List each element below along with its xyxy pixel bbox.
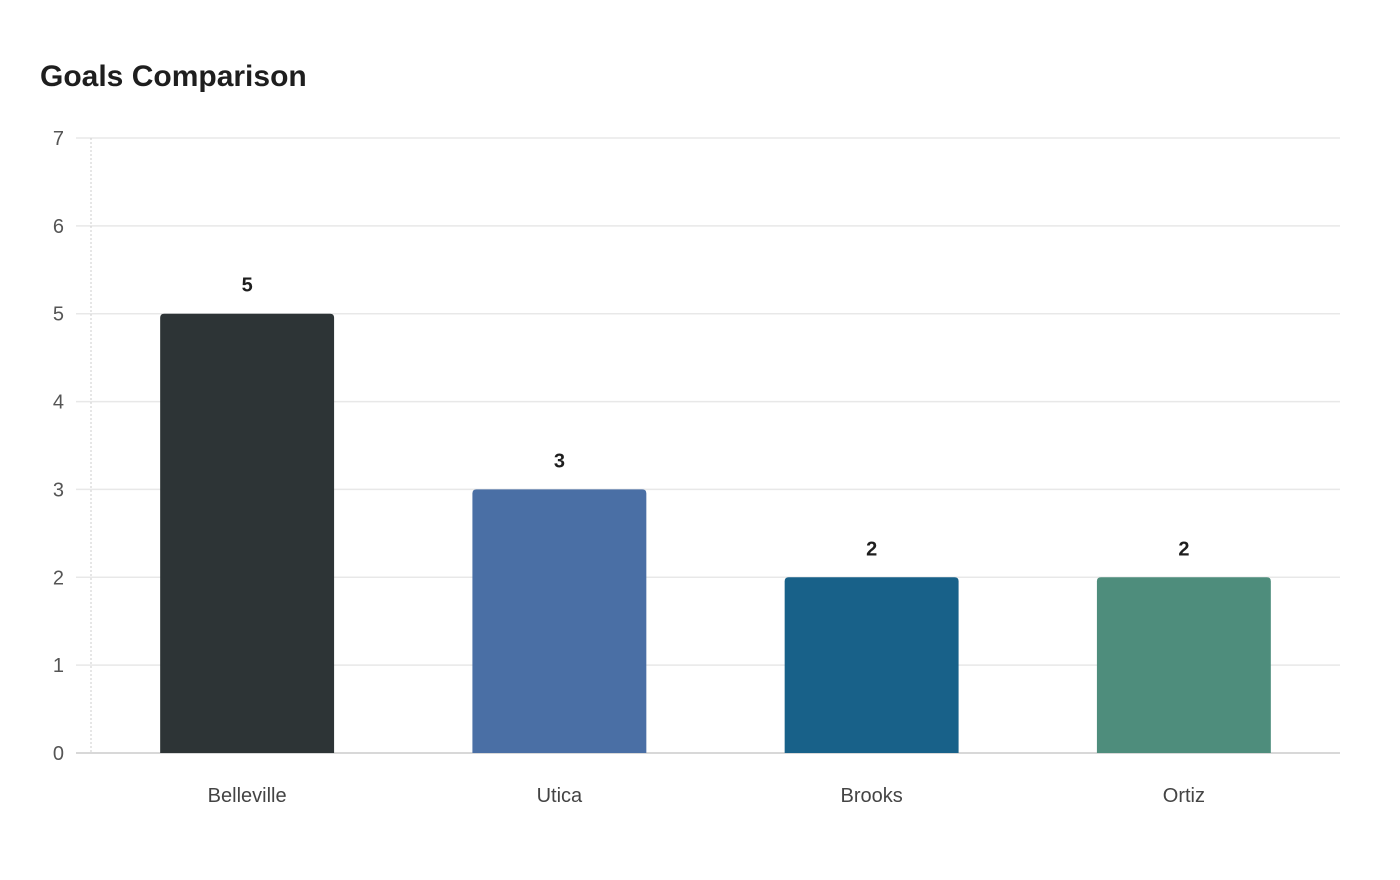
x-tick-label: Ortiz [1163, 785, 1205, 807]
y-tick-label: 3 [53, 479, 64, 501]
bar-utica [472, 489, 647, 753]
y-tick-label: 5 [53, 304, 64, 326]
bar-brooks [784, 577, 959, 753]
y-tick-label: 6 [53, 216, 64, 238]
x-tick-label: Utica [537, 785, 583, 807]
data-label: 5 [242, 275, 253, 297]
y-tick-label: 7 [53, 128, 64, 150]
data-label: 2 [866, 538, 877, 560]
x-tick-label: Brooks [841, 785, 903, 807]
y-tick-label: 2 [53, 567, 64, 589]
data-label: 3 [554, 450, 565, 472]
data-label: 2 [1178, 538, 1189, 560]
y-tick-label: 1 [53, 655, 64, 677]
x-tick-label: Belleville [208, 785, 287, 807]
y-tick-label: 4 [53, 392, 64, 414]
y-tick-label: 0 [53, 743, 64, 765]
bar-belleville [160, 313, 335, 753]
bar-ortiz [1096, 577, 1271, 753]
chart-title: Goals Comparison [40, 60, 307, 93]
